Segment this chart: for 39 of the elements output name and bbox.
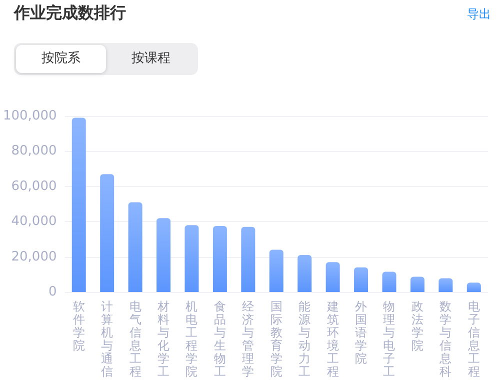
y-tick-label: 0 [48,284,57,300]
bar [269,250,284,292]
bar [326,262,340,292]
bar [241,226,256,292]
bar [438,278,453,292]
x-tick-label: 机电工程学院 [186,300,198,378]
y-tick-label: 100,000 [2,108,57,124]
bar [354,267,368,292]
x-tick-label: 经济与管理学 [242,300,254,378]
y-tick-label: 20,000 [11,249,57,264]
x-tick-label: 外国语学院 [355,300,368,366]
bar [410,276,424,292]
bar [212,226,227,292]
x-tick-label: 计算机与通信 [101,300,114,378]
x-tick-label: 食品与生物工 [214,300,226,378]
bar [298,255,312,292]
export-link: 导出 [467,6,491,23]
x-tick-label: 电气信息工程 [128,300,142,378]
bar [382,272,396,292]
bar [128,202,142,292]
x-tick-label: 数学与信息科 [438,300,452,378]
x-tick-label: 国际教育学院 [270,300,282,378]
bar [466,282,481,292]
bar [72,118,86,292]
x-tick-label: 政法学院 [411,300,424,352]
y-tick-label: 40,000 [11,214,57,230]
y-tick-label: 60,000 [11,178,57,194]
chart-title: 作业完成数排行 [14,3,126,24]
bar [156,218,171,292]
bar [184,225,199,292]
x-tick-label: 软件学院 [72,300,85,352]
x-tick-label: 物理与电子工 [383,300,396,378]
x-tick-label: 建筑环境工程 [326,300,339,378]
x-tick-label: 电子信息工程 [466,300,480,378]
y-tick-label: 80,000 [11,144,57,159]
tab-toggle: 按院系 按课程 [14,43,198,75]
x-tick-label: 材料与化学工 [156,300,170,378]
bar [100,174,114,292]
x-tick-label: 能源与动力工 [298,300,311,378]
